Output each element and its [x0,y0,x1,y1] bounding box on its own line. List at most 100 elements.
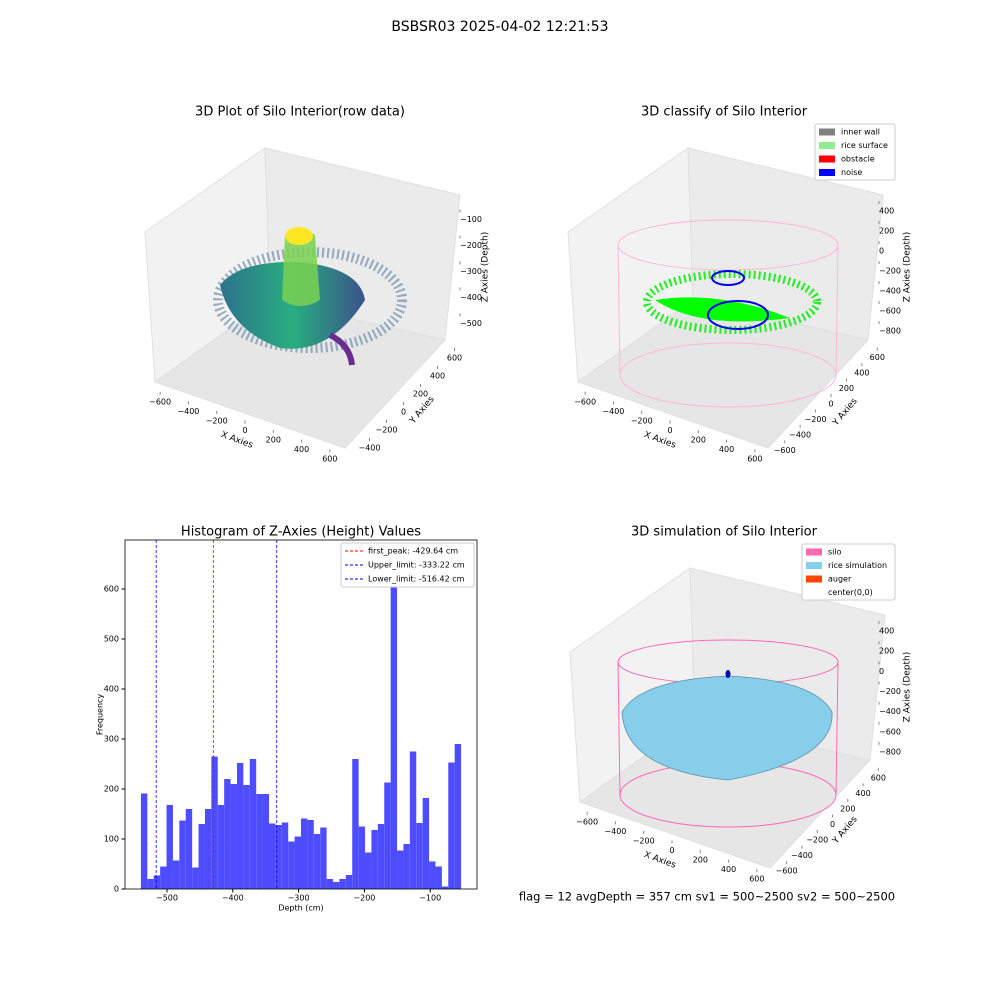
figure-title: BSBSR03 2025-04-02 12:21:53 [391,19,608,35]
bar [217,805,225,889]
bar [230,784,237,889]
bar [140,793,148,889]
y-tick-label: 0 [828,400,833,409]
x-tick-label: −200 [206,416,228,425]
x-tick-label: 600 [747,455,762,464]
z-tick-label: 200 [879,227,894,236]
legend-label: first_peak: -429.64 cm [368,547,458,556]
z-tick-label: 0 [879,247,884,256]
x-tick-label: −100 [419,894,441,903]
bar [288,841,295,889]
y-tick-label: 400 [855,789,870,798]
y-axis-label: Frequency [96,694,105,736]
x-tick-label: 400 [721,865,736,874]
x-tick-label: 200 [266,436,281,445]
bar [262,794,269,889]
auger [725,670,731,678]
z-tick-label: −800 [879,747,901,756]
bar [211,756,218,889]
legend-box [340,542,475,588]
bar [448,762,455,889]
y-tick-label: 200 [104,785,119,794]
y-tick-label: −400 [359,444,381,453]
y-tick-label: 400 [104,685,119,694]
z-tick-label: −200 [460,241,482,250]
y-tick-label: 200 [413,390,428,399]
x-tick-label: −300 [288,894,310,903]
y-tick-label: 600 [870,353,885,362]
bar [198,824,205,889]
y-tick-label: 0 [114,885,119,894]
y-tick-label: −400 [791,851,813,860]
cylinder-side [835,244,839,376]
x-tick-label: −600 [574,397,596,406]
bar [409,751,417,889]
bar [352,759,359,889]
y-tick-label: 600 [447,354,462,363]
bar [301,818,308,889]
cylinder-side [835,661,839,796]
bar [384,782,391,889]
bar [320,827,327,889]
z-tick-label: −600 [879,727,901,736]
points [328,332,355,366]
x-tick-label: −500 [156,894,178,903]
z-tick-label: −800 [879,327,901,336]
legend-swatch [819,169,835,176]
bar [313,834,321,889]
box-3d [567,147,884,449]
z-tick-label: 400 [879,627,894,636]
legend-label: Upper_limit: -333.22 cm [368,561,465,570]
legend-label: noise [841,168,862,177]
y-tick-label: 0 [830,820,835,829]
x-tick-label: −200 [633,836,655,845]
z-tick-label: −600 [879,307,901,316]
x-axis-label: Depth (cm) [278,904,323,913]
classified-cloud [617,219,839,408]
bar [371,830,378,889]
x-tick-label: 400 [719,445,734,454]
x-tick-label: −400 [177,407,199,416]
legend-box [801,543,896,601]
bar [307,820,314,889]
bar [243,785,250,889]
bar [294,836,301,889]
bar [358,826,366,889]
bar [365,852,372,889]
bar [147,879,154,889]
legend-box [814,123,896,181]
x-tick-label: −400 [222,894,244,903]
legend-swatch [819,142,835,149]
bar [224,779,231,889]
legend-swatch [806,589,822,596]
x-tick-label: 200 [691,436,706,445]
legend-label: rice simulation [828,561,887,570]
y-tick-label: −400 [789,430,811,439]
x-tick-label: 600 [749,875,764,884]
x-tick-label: −200 [353,894,375,903]
bar [185,809,193,889]
bar [204,809,212,889]
x-tick-label: −600 [149,397,171,406]
axis-label: Z Axies (Depth) [903,232,913,303]
legend-swatch [806,575,822,583]
chart-title: 3D classify of Silo Interior [641,105,808,120]
rice-surface [655,297,790,322]
y-tick-label: 400 [854,369,869,378]
y-tick-label: −200 [376,426,398,435]
y-tick-label: 600 [104,585,119,594]
y-tick-label: 200 [840,804,855,813]
simulation-surface [617,639,839,828]
bar [172,860,180,889]
surface [220,261,365,349]
bar [166,805,173,889]
bar [377,824,385,889]
legend-swatch [806,548,822,556]
legend-swatch [806,562,822,569]
legend-label: center(0,0) [828,588,873,597]
x-tick-label: 600 [322,455,337,464]
y-tick-label: 300 [104,735,119,744]
bar [160,866,167,889]
bar [441,886,449,889]
